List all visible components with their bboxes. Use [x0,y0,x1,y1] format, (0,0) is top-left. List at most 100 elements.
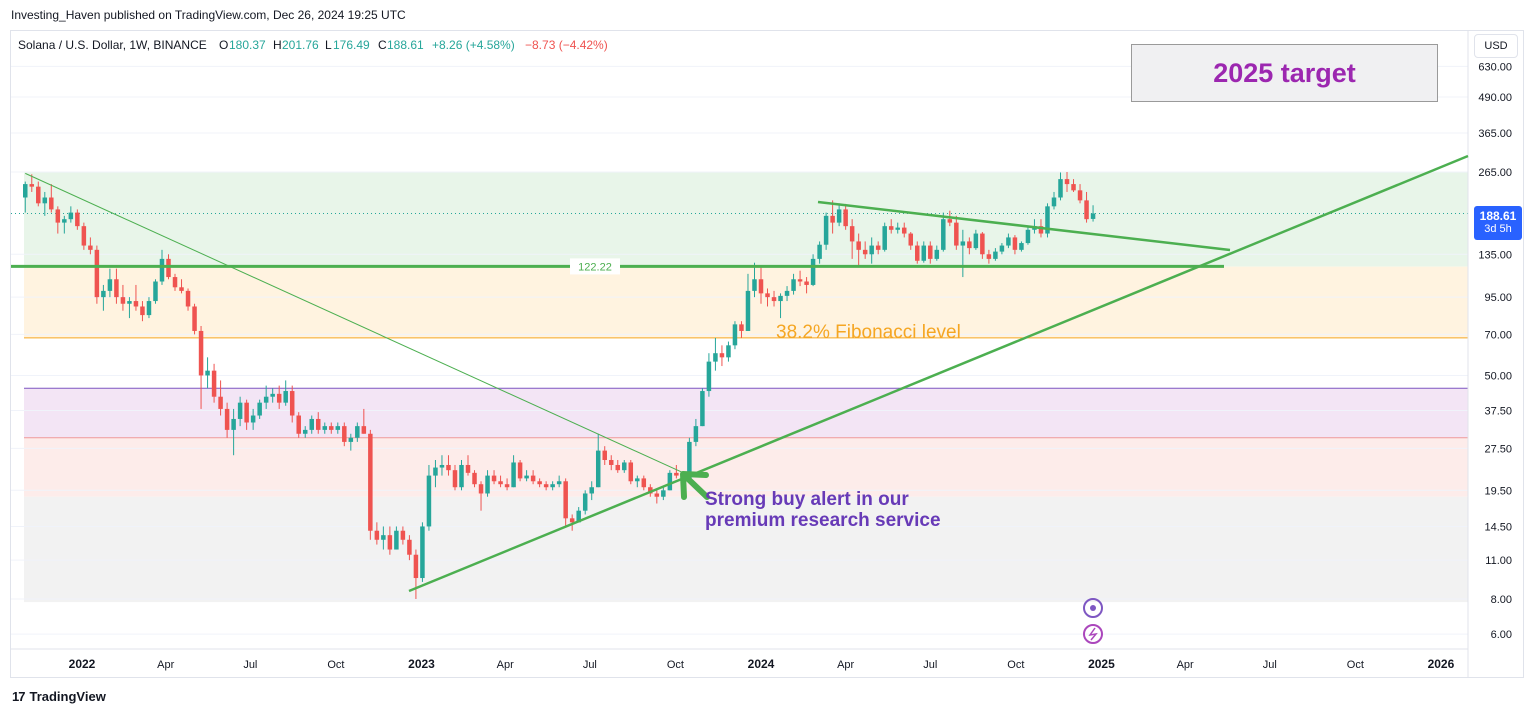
candle [817,241,822,264]
candle [68,206,74,223]
y-tick-label: 27.50 [1484,443,1512,455]
candle [283,380,288,406]
candle [836,203,842,227]
candle [348,433,354,451]
currency-button[interactable]: USD [1474,34,1518,58]
x-axis: 2022 Apr Jul Oct 2023 Apr Jul Oct 2024 Apr Jul Oct 2… [69,657,1455,671]
candle-body [745,290,751,331]
x-tick-label: Jul [583,659,597,671]
legend-low: 176.49 [333,38,370,52]
candle-body [635,478,640,482]
candle [849,219,855,259]
candle [407,535,412,561]
candle [127,297,132,319]
candle [511,455,516,488]
candle [986,249,992,264]
candle-body [602,450,607,461]
candle-body [921,245,927,261]
fib-zone [24,172,1468,267]
candles [23,172,1096,599]
candle-body [537,481,542,485]
candle [140,301,145,322]
candle [322,422,328,434]
candle [752,262,757,298]
candle [335,422,341,434]
tradingview-footer[interactable]: 17 TradingView [12,689,106,704]
candle [381,526,386,550]
candle [146,297,152,319]
candle-body [439,464,445,468]
candle-body [381,535,386,540]
candle [49,184,54,213]
candle [589,481,594,501]
candle [563,478,568,527]
candle [179,279,184,294]
y-tick-label: 8.00 [1491,594,1512,606]
y-tick-label: 135.00 [1478,249,1512,261]
candle [732,321,738,350]
candle-body [107,279,113,291]
x-tick-label: Apr [837,659,854,671]
candle-body [784,290,790,296]
candle [1084,191,1089,223]
candle [426,464,432,531]
candle [23,181,28,213]
candle [765,288,770,307]
candle [615,460,621,473]
x-tick-label: Apr [157,659,174,671]
candle [954,215,959,250]
event-lightning-icon [1083,624,1103,644]
candle-body [608,460,614,465]
candle [120,284,126,311]
candle [75,209,80,230]
candle-body [485,475,490,494]
candle-body [595,450,601,488]
candle [543,481,549,491]
candle-body [954,222,959,246]
candle-body [908,233,914,246]
candle [296,412,301,438]
y-tick-label: 265.00 [1478,167,1512,179]
fib-zone [24,437,1468,497]
fib-zone [24,496,1468,603]
candle-body [1084,200,1089,220]
candle [693,418,699,447]
candle-body [628,462,634,482]
y-tick-label: 19.50 [1484,485,1512,497]
candle [368,429,373,540]
candle-body [556,481,562,485]
candle [413,549,419,599]
candle-body [915,245,920,261]
candle-body [316,418,321,430]
candle-body [622,462,627,471]
candle [263,385,269,409]
candle-body [49,197,54,210]
candle-body [407,539,412,555]
tradingview-brand: TradingView [29,689,106,704]
candle [967,237,972,255]
candle-body [101,290,106,298]
candle [1006,233,1011,249]
candle [342,422,347,447]
candle [1090,205,1096,222]
candle-body [205,370,210,376]
candle [661,487,666,501]
candle [771,290,777,307]
candle [797,270,803,287]
candle [1071,179,1076,192]
candle [1045,203,1050,238]
candle [700,388,705,427]
candle-body [693,426,699,442]
candle-body [836,209,842,223]
candle [674,464,679,479]
target-box: 2025 target [1131,44,1438,102]
x-tick-label: Jul [1263,659,1277,671]
y-tick-label: 50.00 [1484,370,1512,382]
candle [830,200,835,234]
candle-body [42,197,48,204]
horizontal-level-label: 122.22 [578,261,612,273]
x-tick-label: 2022 [69,657,96,671]
x-tick-label: Jul [923,659,937,671]
candle [862,241,868,259]
